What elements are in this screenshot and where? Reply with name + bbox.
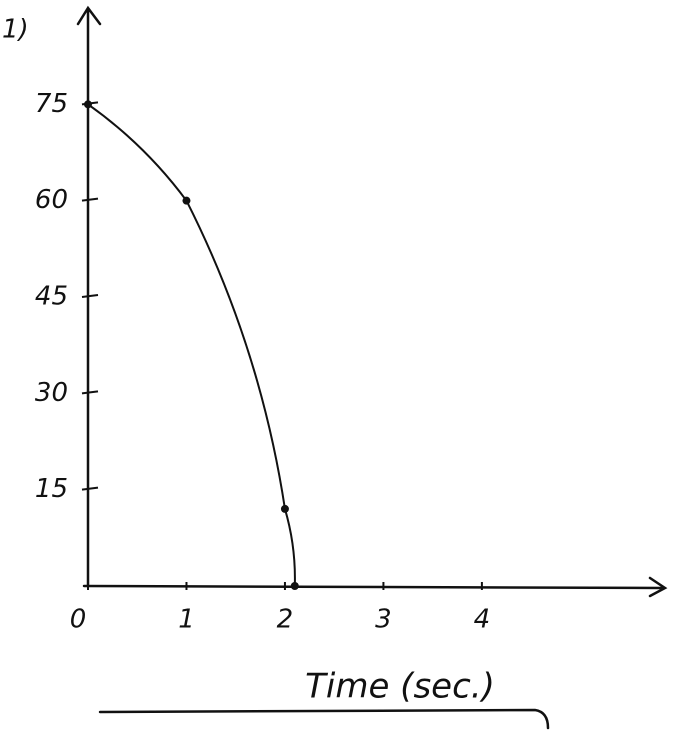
- y-tick-label: 15: [35, 474, 68, 504]
- underline: [100, 710, 548, 728]
- data-line: [88, 104, 295, 586]
- data-point: [182, 197, 190, 205]
- y-tick-label: 30: [35, 378, 68, 408]
- x-axis: [84, 578, 665, 596]
- x-axis-label: Time (sec.): [305, 667, 495, 707]
- data-point: [281, 505, 289, 513]
- x-tick-label: 0: [70, 605, 87, 635]
- y-tick: [82, 295, 98, 297]
- y-tick-label: 75: [35, 89, 68, 119]
- chart: 1) Time (sec.) 15 30 45 60 75 0 1 2 3 4: [0, 0, 678, 740]
- x-tick-label: 3: [375, 605, 392, 635]
- data-point: [291, 582, 299, 590]
- chart-title: 1): [2, 15, 29, 45]
- x-tick-label: 2: [277, 605, 294, 635]
- data-point: [84, 100, 92, 108]
- x-tick-label: 4: [474, 605, 491, 635]
- y-tick-label: 45: [35, 282, 68, 312]
- y-tick: [82, 199, 98, 201]
- y-tick: [82, 488, 98, 490]
- y-tick-label: 60: [35, 185, 68, 215]
- y-tick: [82, 391, 98, 393]
- x-tick-label: 1: [178, 605, 195, 635]
